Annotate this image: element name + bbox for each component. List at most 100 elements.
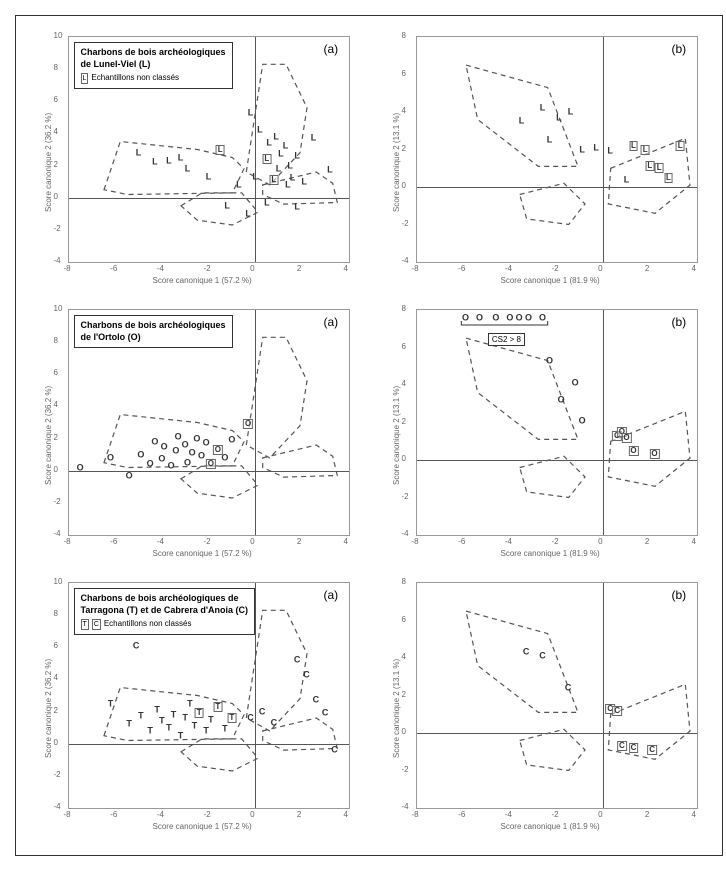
data-point: C — [294, 656, 301, 665]
data-point-top: O — [525, 313, 532, 322]
x-tick: 4 — [692, 810, 696, 819]
data-point: L — [519, 117, 525, 126]
x-tick: 0 — [598, 264, 602, 273]
data-point: T — [108, 699, 114, 708]
y-tick: 0 — [54, 465, 58, 474]
data-point: L — [311, 134, 317, 143]
data-point: L — [248, 108, 254, 117]
data-point: T — [138, 712, 144, 721]
data-point-top: O — [506, 313, 513, 322]
hull-svg — [417, 310, 697, 535]
chart-title-box: Charbons de bois archéologiquesde Lunel-… — [74, 42, 233, 89]
data-point: T — [171, 710, 177, 719]
data-point: L — [547, 136, 553, 145]
y-tick: -4 — [402, 802, 409, 811]
zero-line-vertical — [255, 37, 256, 262]
y-tick: 0 — [402, 454, 406, 463]
data-point: T — [159, 717, 165, 726]
x-tick: 0 — [250, 264, 254, 273]
data-point: L — [593, 143, 599, 152]
y-tick: 6 — [402, 342, 406, 351]
data-point: L — [676, 141, 685, 151]
y-axis-label: Score canonique 2 (13.1 %) — [392, 658, 401, 757]
y-tick: -4 — [402, 529, 409, 538]
zero-line-horizontal — [69, 744, 349, 745]
hull-svg — [417, 583, 697, 808]
x-tick: -4 — [505, 537, 512, 546]
x-tick: -4 — [157, 264, 164, 273]
legend-row: LEchantillons non classés — [81, 73, 226, 84]
y-axis-label: Score canonique 2 (36.2 %) — [44, 385, 53, 484]
x-tick: 2 — [297, 537, 301, 546]
x-tick: -6 — [110, 537, 117, 546]
data-point: T — [147, 726, 153, 735]
y-tick: 0 — [402, 727, 406, 736]
data-point: O — [546, 356, 553, 365]
x-tick: -6 — [110, 264, 117, 273]
data-point: T — [195, 708, 204, 718]
figure-container: LLLLLLLLLLLLLLLLLLLLLLLLLLLLL-8-6-4-2024… — [15, 15, 723, 856]
x-tick: -2 — [552, 810, 559, 819]
data-point: C — [247, 714, 254, 723]
data-point: L — [236, 180, 242, 189]
x-tick: 0 — [598, 810, 602, 819]
data-point: C — [629, 743, 639, 753]
panel-label: (b) — [672, 42, 687, 56]
y-tick: 10 — [54, 304, 63, 313]
data-point: C — [565, 684, 572, 693]
x-tick: 2 — [645, 264, 649, 273]
data-point: T — [187, 699, 193, 708]
y-tick: -2 — [54, 770, 61, 779]
y-tick: -2 — [54, 497, 61, 506]
y-tick: 0 — [54, 738, 58, 747]
data-point: L — [655, 163, 664, 173]
x-tick: 2 — [297, 264, 301, 273]
data-point: L — [276, 164, 282, 173]
data-point: L — [290, 174, 296, 183]
y-tick: -4 — [54, 529, 61, 538]
data-point: C — [539, 652, 546, 661]
data-point: L — [178, 153, 184, 162]
data-point: L — [301, 177, 307, 186]
zero-line-vertical — [603, 583, 604, 808]
data-point: L — [629, 141, 638, 151]
y-tick: 8 — [402, 577, 406, 586]
data-point: O — [203, 439, 210, 448]
data-point: L — [294, 203, 300, 212]
data-point: O — [161, 442, 168, 451]
y-tick: 2 — [54, 433, 58, 442]
data-point: L — [278, 150, 284, 159]
x-tick: -6 — [458, 810, 465, 819]
x-tick: -6 — [110, 810, 117, 819]
x-axis-label: Score canonique 1 (81.9 %) — [501, 276, 600, 285]
y-tick: -2 — [402, 219, 409, 228]
panel-b-row0: LLLLLLLLLLLLLLL-8-6-4-2024-4-202468Score… — [376, 26, 711, 291]
panel-a-row2: TTTTTTTTTTTTTTTTTTCCCCCCCCC-8-6-4-2024-4… — [28, 572, 363, 837]
data-point: L — [540, 104, 546, 113]
data-point: O — [243, 419, 253, 429]
data-point: T — [154, 705, 160, 714]
y-axis-label: Score canonique 2 (36.2 %) — [44, 658, 53, 757]
y-tick: 0 — [402, 181, 406, 190]
y-tick: 4 — [54, 127, 58, 136]
data-point: C — [271, 718, 278, 727]
y-tick: 8 — [54, 609, 58, 618]
x-tick: -4 — [505, 810, 512, 819]
y-tick: -4 — [402, 256, 409, 265]
y-tick: 6 — [54, 95, 58, 104]
data-point: O — [628, 446, 638, 456]
data-point: T — [208, 715, 214, 724]
zero-line-horizontal — [417, 460, 697, 461]
data-point: O — [621, 433, 631, 443]
x-tick: -8 — [64, 264, 71, 273]
chart-row-2: TTTTTTTTTTTTTTTTTTCCCCCCCCC-8-6-4-2024-4… — [21, 572, 717, 837]
data-point: L — [252, 172, 258, 181]
x-tick: -8 — [64, 810, 71, 819]
annotation-box: CS2 > 8 — [488, 333, 525, 346]
data-point: L — [206, 172, 212, 181]
chart-row-0: LLLLLLLLLLLLLLLLLLLLLLLLLLLLL-8-6-4-2024… — [21, 26, 717, 291]
y-axis-label: Score canonique 2 (13.1 %) — [392, 112, 401, 211]
data-point: T — [182, 714, 188, 723]
plot-area: LLLLLLLLLLLLLLL — [416, 36, 698, 263]
data-point: L — [224, 201, 230, 210]
